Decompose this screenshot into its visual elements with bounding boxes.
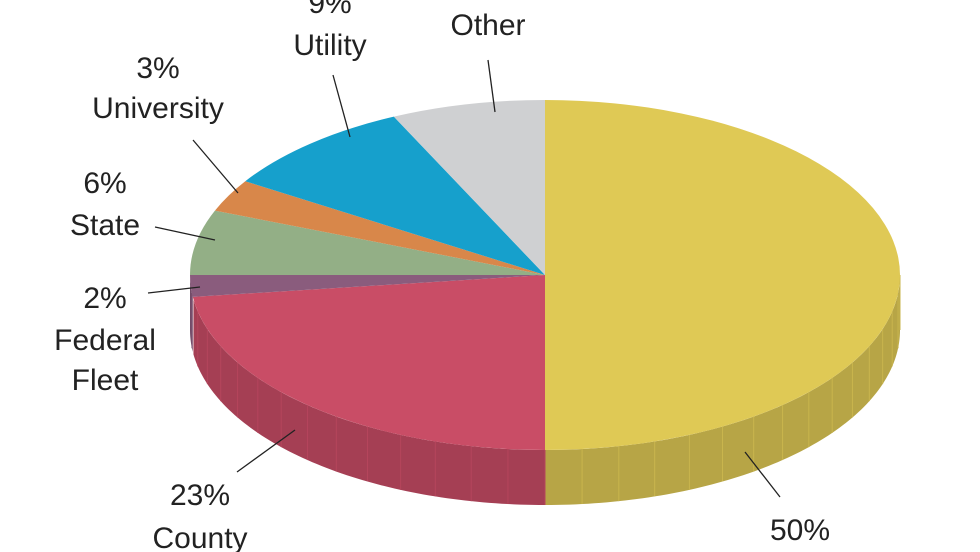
leader-line — [487, 59, 496, 113]
category-label: University — [92, 92, 224, 125]
category-label: State — [70, 209, 140, 242]
leader-line — [192, 139, 239, 194]
value-label: 3% — [136, 52, 179, 85]
slice — [190, 275, 545, 297]
slice — [393, 100, 545, 275]
leader-line — [154, 226, 216, 241]
slice — [545, 100, 900, 450]
slice — [192, 275, 545, 450]
leader-line — [147, 286, 201, 294]
category-label: Other — [450, 9, 525, 42]
value-label: 50% — [770, 514, 830, 547]
category-label: County — [152, 522, 247, 552]
category-label: Utility — [293, 29, 366, 62]
slice — [245, 116, 545, 275]
value-label: 6% — [83, 167, 126, 200]
slice-side — [545, 275, 900, 505]
category-label: Federal Fleet — [54, 324, 156, 397]
slice-side — [193, 299, 545, 505]
value-label: 2% — [83, 282, 126, 315]
leader-line — [236, 429, 296, 473]
leader-line — [332, 74, 351, 138]
slice — [214, 181, 545, 275]
value-label: 23% — [170, 479, 230, 512]
value-label: 9% — [308, 0, 351, 20]
leader-line — [744, 451, 781, 498]
slice — [190, 210, 545, 275]
